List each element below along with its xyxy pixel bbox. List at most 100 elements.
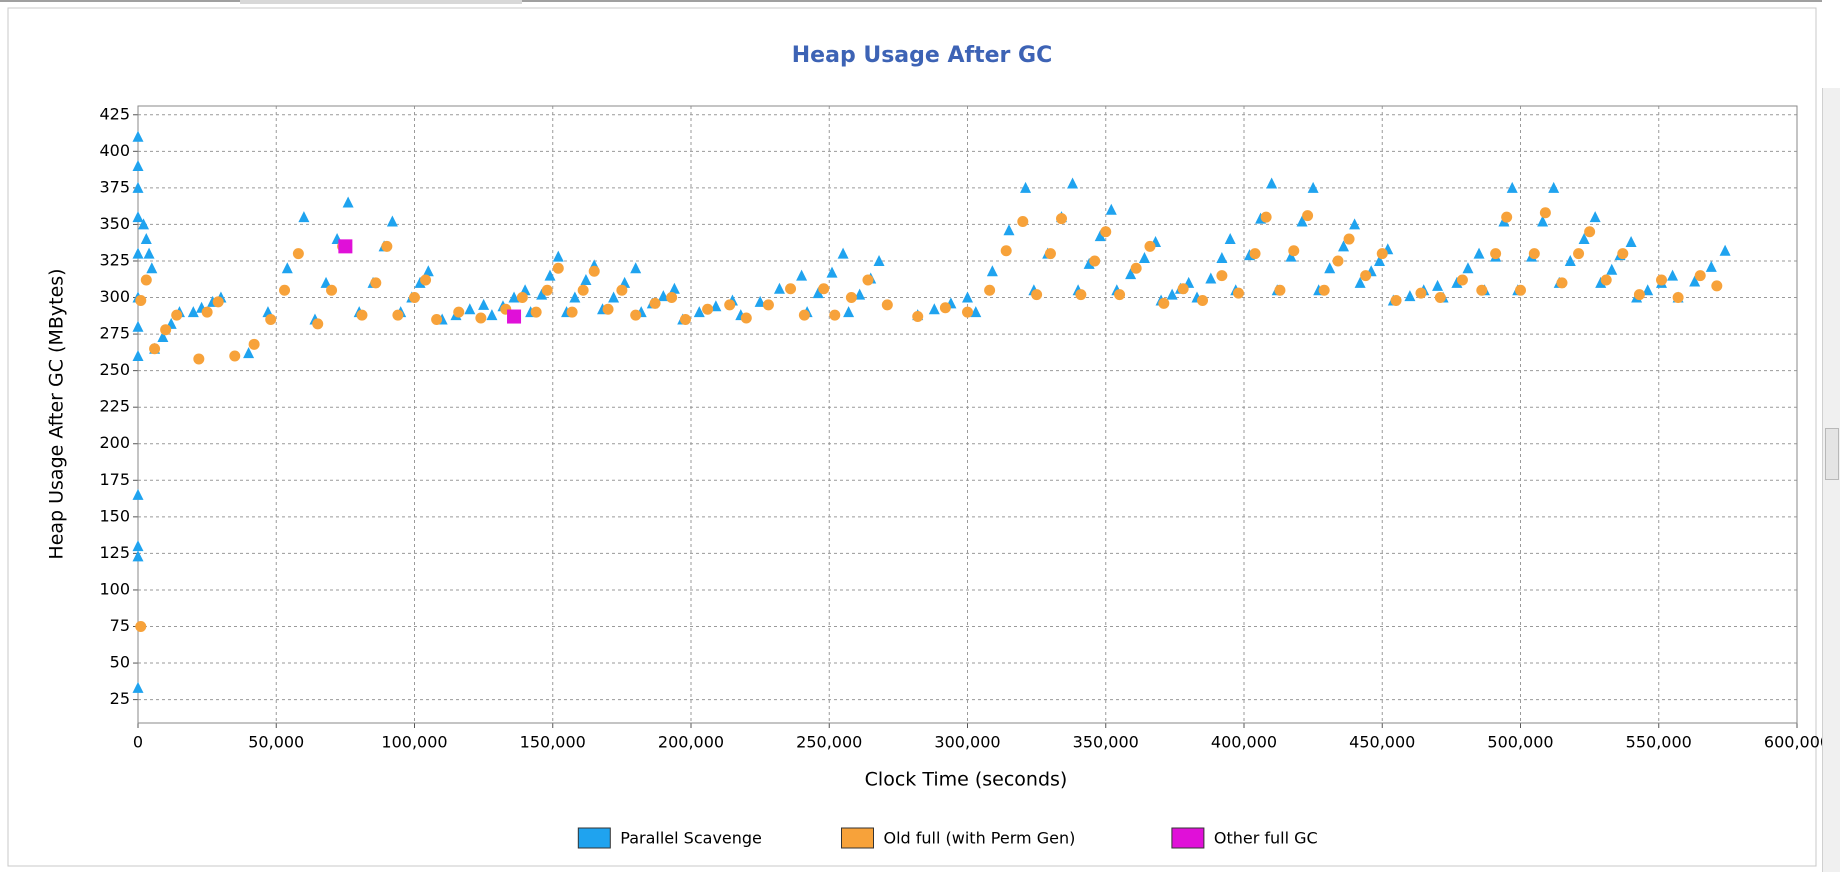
point <box>338 239 353 254</box>
legend-label: Parallel Scavenge <box>620 829 762 848</box>
scrollbar[interactable] <box>1822 88 1840 872</box>
point <box>812 287 824 299</box>
point <box>132 350 144 362</box>
legend-swatch <box>1171 827 1205 849</box>
plot-area: 25 50 75 100 125 150 175 200 225 250 275 300 325 350 3… <box>99 104 1830 751</box>
point <box>1617 248 1629 260</box>
point <box>773 282 785 294</box>
point <box>1528 248 1540 260</box>
point <box>1318 284 1330 296</box>
point <box>785 283 797 295</box>
y-tick-label: 425 <box>99 104 130 123</box>
point <box>1094 230 1106 242</box>
point <box>1711 280 1723 292</box>
point <box>710 300 722 312</box>
point <box>1600 274 1612 286</box>
point <box>1031 289 1043 301</box>
y-tick-label: 325 <box>99 250 130 269</box>
point <box>212 296 224 308</box>
point <box>1067 177 1079 189</box>
point <box>754 295 766 307</box>
point <box>845 292 857 304</box>
point <box>135 294 147 306</box>
point <box>292 248 304 260</box>
point <box>1432 279 1444 291</box>
y-tick-label: 150 <box>99 506 130 525</box>
y-tick-label: 350 <box>99 214 130 233</box>
point <box>740 312 752 324</box>
x-tick-label: 600,000 <box>1764 733 1830 752</box>
point <box>464 303 476 315</box>
point <box>171 309 183 321</box>
point <box>279 284 291 296</box>
point <box>1224 233 1236 245</box>
x-tick-label: 250,000 <box>796 733 862 752</box>
point <box>1266 177 1278 189</box>
x-tick-label: 550,000 <box>1626 733 1692 752</box>
point <box>1130 262 1142 274</box>
point <box>132 247 144 259</box>
point <box>1390 294 1402 306</box>
point <box>1642 284 1654 296</box>
point <box>1625 235 1637 247</box>
point <box>1415 287 1427 299</box>
point <box>724 299 736 311</box>
point <box>132 159 144 171</box>
point <box>248 338 260 350</box>
tab <box>240 0 522 4</box>
point <box>370 277 382 289</box>
point <box>157 331 169 343</box>
point <box>1044 248 1056 260</box>
point <box>854 288 866 300</box>
y-tick-label: 375 <box>99 177 130 196</box>
point <box>630 262 642 274</box>
point <box>229 350 241 362</box>
point <box>516 292 528 304</box>
point <box>1506 181 1518 193</box>
y-tick-label: 25 <box>110 689 130 708</box>
point <box>453 306 465 318</box>
y-tick-label: 275 <box>99 324 130 343</box>
point <box>1501 211 1513 223</box>
y-tick-label: 125 <box>99 543 130 562</box>
point <box>201 306 213 318</box>
point <box>143 247 155 259</box>
point <box>138 218 150 230</box>
point <box>140 274 152 286</box>
point <box>1017 216 1029 228</box>
scrollbar-thumb[interactable] <box>1825 428 1839 480</box>
point <box>1672 292 1684 304</box>
series <box>135 207 1723 633</box>
point <box>1456 274 1468 286</box>
point <box>577 284 589 296</box>
point <box>1548 181 1560 193</box>
x-tick-label: 100,000 <box>381 733 447 752</box>
point <box>939 302 951 314</box>
point <box>1158 297 1170 309</box>
x-tick-label: 450,000 <box>1349 733 1415 752</box>
point <box>1296 215 1308 227</box>
point <box>544 269 556 281</box>
point <box>928 303 940 315</box>
point <box>1633 289 1645 301</box>
point <box>409 292 420 304</box>
point <box>693 306 705 318</box>
point <box>657 290 669 302</box>
x-tick-label: 50,000 <box>248 733 304 752</box>
panel-border <box>7 7 1817 867</box>
point <box>1177 283 1189 295</box>
point <box>1515 284 1526 296</box>
point <box>1020 181 1032 193</box>
point <box>818 283 830 295</box>
point <box>422 265 434 277</box>
point <box>312 318 324 330</box>
point <box>862 274 874 286</box>
point <box>1584 226 1596 238</box>
point <box>1564 254 1576 266</box>
point <box>630 309 642 321</box>
point <box>1694 270 1706 282</box>
point <box>1578 233 1590 245</box>
point <box>984 284 996 296</box>
point <box>1462 262 1474 274</box>
